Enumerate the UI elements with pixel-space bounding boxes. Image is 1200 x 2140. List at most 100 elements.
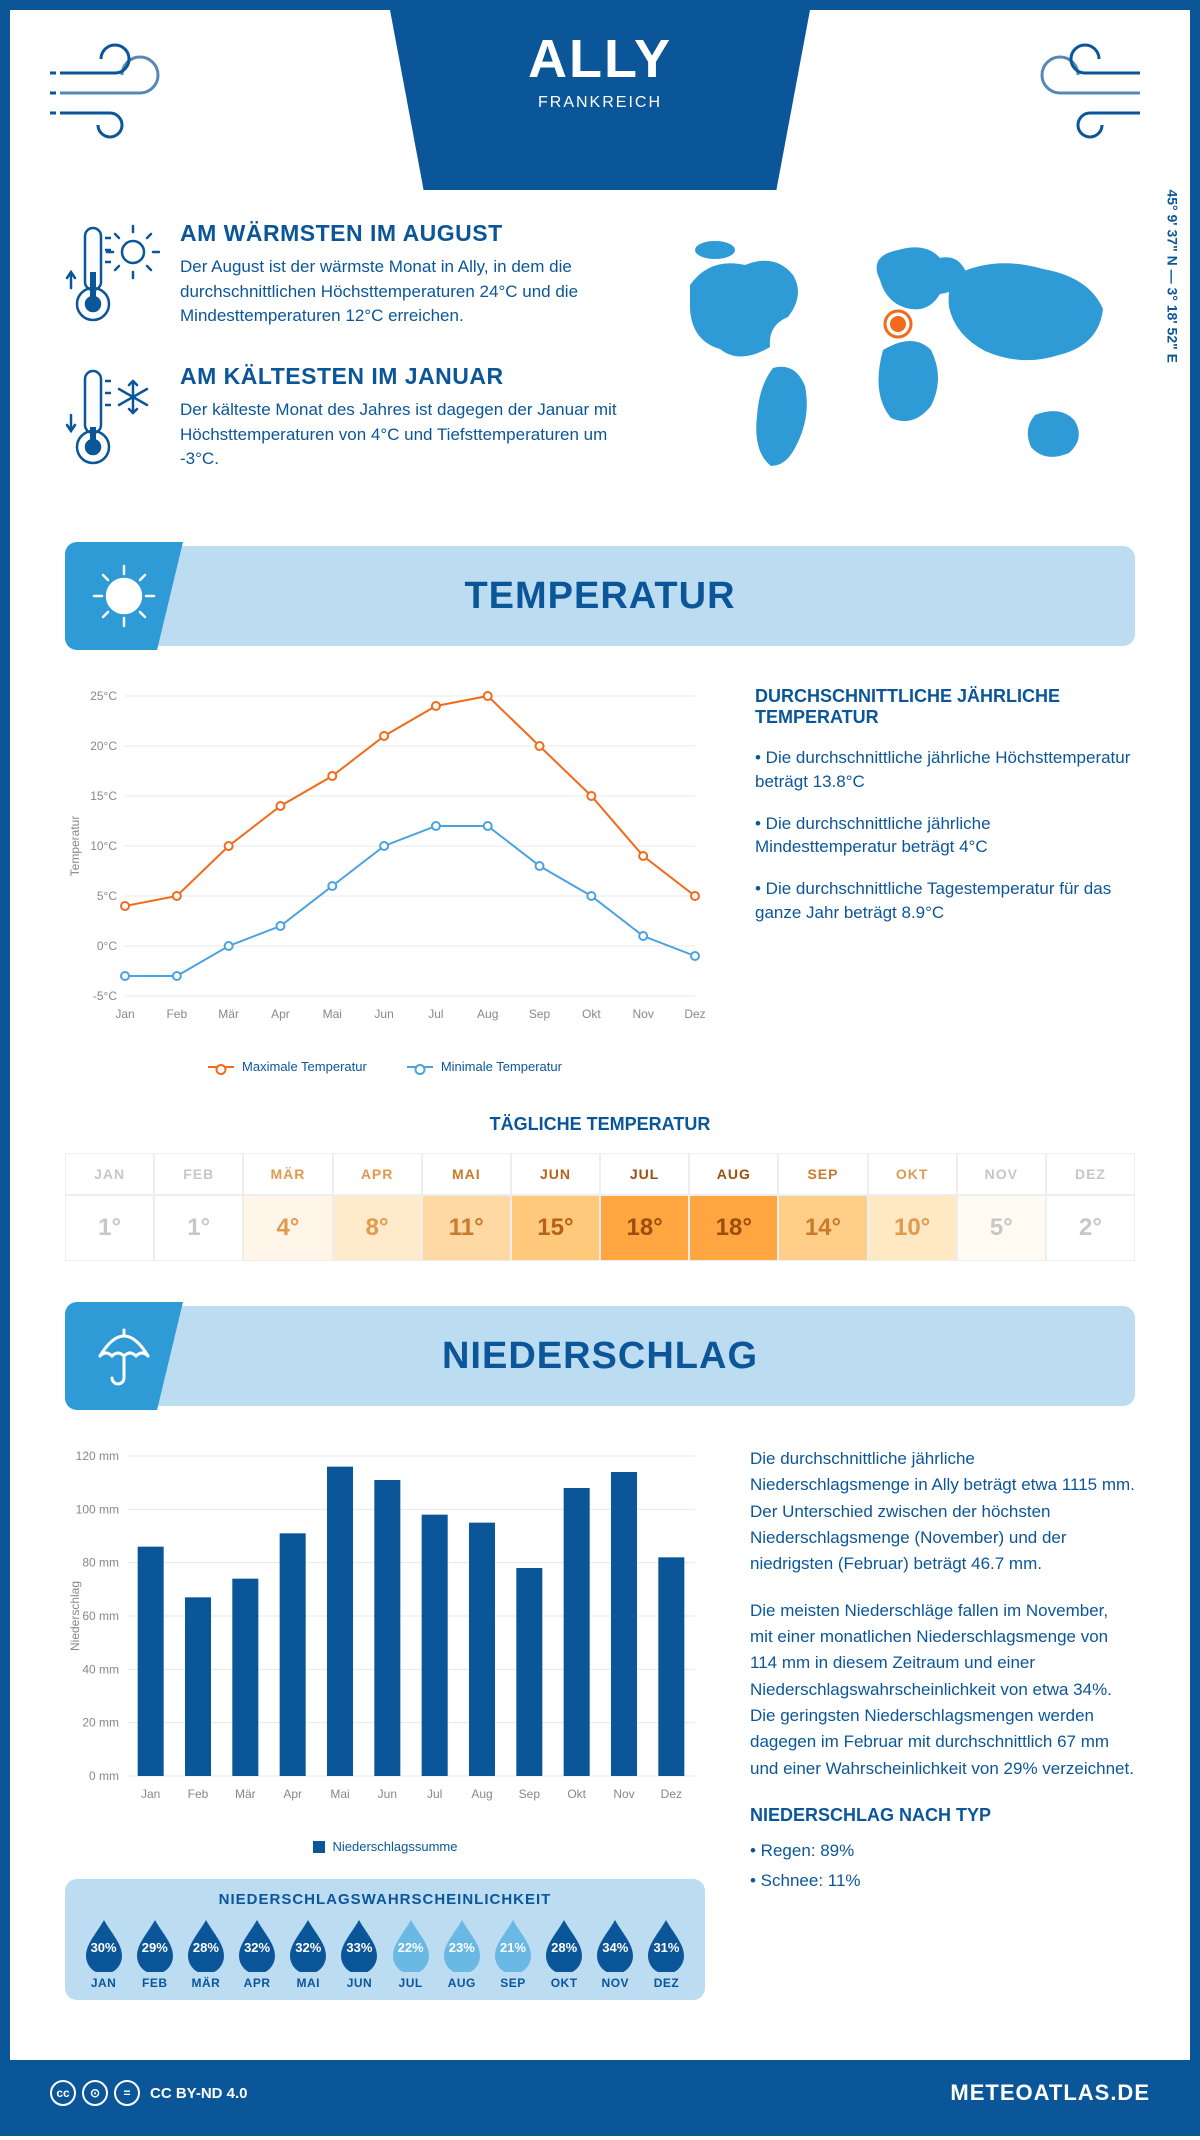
svg-text:Nov: Nov bbox=[613, 1787, 634, 1801]
legend-min: Minimale Temperatur bbox=[441, 1059, 562, 1074]
world-map bbox=[655, 220, 1135, 500]
precip-legend: Niederschlagssumme bbox=[65, 1839, 705, 1854]
svg-text:Temperatur: Temperatur bbox=[68, 816, 82, 877]
daily-cell: JAN 1° bbox=[65, 1153, 154, 1261]
prob-drop: 32% MAI bbox=[284, 1918, 333, 1990]
warmest-body: Der August ist der wärmste Monat in Ally… bbox=[180, 255, 625, 329]
warmest-fact: AM WÄRMSTEN IM AUGUST Der August ist der… bbox=[65, 220, 625, 335]
prob-title: NIEDERSCHLAGSWAHRSCHEINLICHKEIT bbox=[79, 1891, 691, 1908]
svg-text:Mär: Mär bbox=[218, 1007, 239, 1021]
svg-text:Jul: Jul bbox=[427, 1787, 442, 1801]
prob-drop: 34% NOV bbox=[591, 1918, 640, 1990]
temp-legend: Maximale Temperatur Minimale Temperatur bbox=[65, 1059, 705, 1074]
svg-text:Sep: Sep bbox=[529, 1007, 551, 1021]
prob-drop: 29% FEB bbox=[130, 1918, 179, 1990]
precip-summary: Die durchschnittliche jährliche Niedersc… bbox=[750, 1446, 1135, 2000]
temp-bullet-2: • Die durchschnittliche jährliche Mindes… bbox=[755, 812, 1135, 860]
svg-text:Jul: Jul bbox=[428, 1007, 443, 1021]
legend-precip: Niederschlagssumme bbox=[333, 1839, 458, 1854]
precip-type-title: NIEDERSCHLAG NACH TYP bbox=[750, 1802, 1135, 1830]
daily-cell: NOV 5° bbox=[957, 1153, 1046, 1261]
prob-drop: 31% DEZ bbox=[642, 1918, 691, 1990]
prob-drop: 21% SEP bbox=[488, 1918, 537, 1990]
svg-text:Dez: Dez bbox=[661, 1787, 682, 1801]
svg-text:Jan: Jan bbox=[141, 1787, 160, 1801]
coordinates: 45° 9' 37" N — 3° 18' 52" E bbox=[1165, 189, 1181, 363]
daily-cell: APR 8° bbox=[333, 1153, 422, 1261]
svg-text:15°C: 15°C bbox=[90, 789, 117, 803]
svg-text:20 mm: 20 mm bbox=[82, 1716, 119, 1730]
coldest-title: AM KÄLTESTEN IM JANUAR bbox=[180, 363, 625, 390]
svg-text:Mär: Mär bbox=[235, 1787, 256, 1801]
daily-temp-title: TÄGLICHE TEMPERATUR bbox=[65, 1114, 1135, 1135]
svg-text:120 mm: 120 mm bbox=[76, 1449, 119, 1463]
coldest-fact: AM KÄLTESTEN IM JANUAR Der kälteste Mona… bbox=[65, 363, 625, 478]
legend-max: Maximale Temperatur bbox=[242, 1059, 367, 1074]
prob-drop: 33% JUN bbox=[335, 1918, 384, 1990]
section-bar-precip: NIEDERSCHLAG bbox=[65, 1306, 1135, 1406]
svg-text:40 mm: 40 mm bbox=[82, 1662, 119, 1676]
svg-text:Jan: Jan bbox=[115, 1007, 134, 1021]
wind-icon bbox=[1010, 35, 1150, 150]
daily-temp-grid: JAN 1°FEB 1°MÄR 4°APR 8°MAI 11°JUN 15°JU… bbox=[65, 1153, 1135, 1261]
thermometer-sun-icon bbox=[65, 220, 160, 335]
svg-text:Jun: Jun bbox=[374, 1007, 393, 1021]
svg-text:25°C: 25°C bbox=[90, 689, 117, 703]
prob-drop: 32% APR bbox=[233, 1918, 282, 1990]
section-title-precip: NIEDERSCHLAG bbox=[65, 1335, 1135, 1378]
svg-text:Nov: Nov bbox=[633, 1007, 654, 1021]
svg-text:5°C: 5°C bbox=[97, 889, 117, 903]
precip-p1: Die durchschnittliche jährliche Niedersc… bbox=[750, 1446, 1135, 1578]
svg-text:0 mm: 0 mm bbox=[89, 1769, 119, 1783]
temperature-chart: -5°C 0°C 5°C 10°C 15°C 20°C 25°C Jan Feb Mär Apr Ma… bbox=[65, 686, 705, 1074]
daily-cell: MAI 11° bbox=[422, 1153, 511, 1261]
svg-text:Apr: Apr bbox=[283, 1787, 302, 1801]
daily-cell: OKT 10° bbox=[868, 1153, 957, 1261]
prob-drop: 23% AUG bbox=[437, 1918, 486, 1990]
daily-cell: DEZ 2° bbox=[1046, 1153, 1135, 1261]
thermometer-snow-icon bbox=[65, 363, 160, 478]
precip-probability-box: NIEDERSCHLAGSWAHRSCHEINLICHKEIT 30% JAN … bbox=[65, 1879, 705, 2000]
daily-cell: JUN 15° bbox=[511, 1153, 600, 1261]
temp-bullet-1: • Die durchschnittliche jährliche Höchst… bbox=[755, 746, 1135, 794]
prob-drop: 22% JUL bbox=[386, 1918, 435, 1990]
svg-text:Niederschlag: Niederschlag bbox=[68, 1581, 82, 1651]
footer: cc⊙= CC BY-ND 4.0 METEOATLAS.DE bbox=[10, 2060, 1190, 2126]
daily-cell: JUL 18° bbox=[600, 1153, 689, 1261]
svg-text:100 mm: 100 mm bbox=[76, 1502, 119, 1516]
section-title-temp: TEMPERATUR bbox=[65, 575, 1135, 618]
svg-text:60 mm: 60 mm bbox=[82, 1609, 119, 1623]
svg-text:Jun: Jun bbox=[378, 1787, 397, 1801]
daily-cell: FEB 1° bbox=[154, 1153, 243, 1261]
svg-text:Dez: Dez bbox=[684, 1007, 705, 1021]
daily-cell: SEP 14° bbox=[778, 1153, 867, 1261]
title-banner: ALLY FRANKREICH bbox=[390, 10, 810, 190]
svg-text:10°C: 10°C bbox=[90, 839, 117, 853]
svg-text:Feb: Feb bbox=[188, 1787, 209, 1801]
wind-icon bbox=[50, 35, 190, 150]
svg-text:Feb: Feb bbox=[166, 1007, 187, 1021]
svg-text:Apr: Apr bbox=[271, 1007, 290, 1021]
svg-text:80 mm: 80 mm bbox=[82, 1556, 119, 1570]
prob-drop: 28% OKT bbox=[540, 1918, 589, 1990]
umbrella-icon bbox=[65, 1302, 183, 1410]
svg-text:0°C: 0°C bbox=[97, 939, 117, 953]
header: ALLY FRANKREICH bbox=[10, 10, 1190, 190]
svg-text:20°C: 20°C bbox=[90, 739, 117, 753]
sun-icon bbox=[65, 542, 183, 650]
svg-text:Aug: Aug bbox=[471, 1787, 492, 1801]
prob-drop: 28% MÄR bbox=[181, 1918, 230, 1990]
precip-snow: • Schnee: 11% bbox=[750, 1868, 1135, 1894]
prob-drop: 30% JAN bbox=[79, 1918, 128, 1990]
svg-text:Mai: Mai bbox=[330, 1787, 349, 1801]
daily-cell: MÄR 4° bbox=[243, 1153, 332, 1261]
temp-bullet-3: • Die durchschnittliche Tagestemperatur … bbox=[755, 877, 1135, 925]
precip-p2: Die meisten Niederschläge fallen im Nove… bbox=[750, 1598, 1135, 1782]
brand-text: METEOATLAS.DE bbox=[950, 2080, 1150, 2106]
precip-chart: 0 mm 20 mm 40 mm 60 mm 80 mm 100 mm 120 mm Jan F… bbox=[65, 1446, 705, 1826]
temp-summary: DURCHSCHNITTLICHE JÄHRLICHE TEMPERATUR •… bbox=[755, 686, 1135, 1074]
cc-icons: cc⊙= bbox=[50, 2080, 140, 2106]
warmest-title: AM WÄRMSTEN IM AUGUST bbox=[180, 220, 625, 247]
daily-cell: AUG 18° bbox=[689, 1153, 778, 1261]
svg-text:-5°C: -5°C bbox=[93, 989, 117, 1003]
